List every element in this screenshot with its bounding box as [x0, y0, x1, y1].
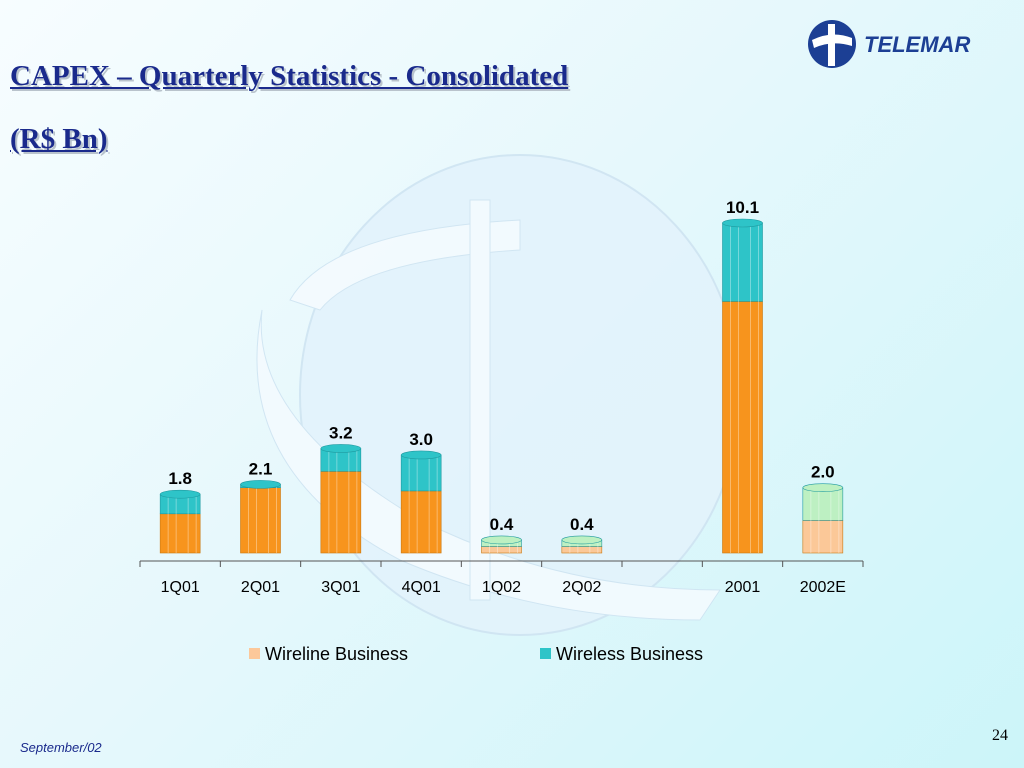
legend: Wireline Business Wireless Business: [249, 644, 703, 664]
data-label: 2.1: [249, 459, 273, 478]
x-tick-label: 2Q01: [241, 579, 280, 596]
bar-wireline: [561, 546, 603, 554]
bar-wireless: [802, 487, 844, 521]
legend-swatch-wireless: [540, 648, 551, 659]
data-label: 3.0: [409, 430, 433, 449]
bar-cap: [400, 450, 442, 460]
bar-wireless: [400, 454, 442, 492]
bar-cap: [159, 489, 201, 499]
x-tick-label: 3Q01: [321, 579, 360, 596]
bar-cap: [722, 218, 763, 228]
data-label: 10.1: [726, 198, 759, 217]
bar-wireline: [722, 301, 763, 554]
x-tick-label: 4Q01: [402, 579, 441, 596]
background-globe-watermark: [256, 154, 741, 636]
bars: [159, 218, 844, 554]
slide-subtitle-units: (R$ Bn): [10, 123, 108, 155]
data-label: 2.0: [811, 463, 835, 482]
page-number: 24: [992, 727, 1008, 744]
bar-wireline: [240, 487, 281, 554]
data-label: 0.4: [490, 515, 514, 534]
bar-cap: [320, 444, 362, 453]
data-label: 1.8: [168, 469, 192, 488]
bar-wireline: [320, 471, 362, 554]
legend-swatch-wireline: [249, 648, 260, 659]
bar-wireline: [802, 520, 844, 554]
bar-cap: [481, 535, 522, 545]
x-tick-label: 1Q01: [161, 579, 200, 596]
data-label: 3.2: [329, 423, 353, 442]
data-label: 0.4: [570, 515, 594, 534]
bar-wireline: [159, 513, 201, 554]
x-axis: 1Q01 2Q01 3Q01 4Q01 1Q02 2Q02 2001 2002E: [139, 560, 864, 596]
slide-title: CAPEX – Quarterly Statistics - Consolida…: [10, 60, 569, 92]
data-labels: 1.8 2.1 3.2 3.0 0.4 0.4 10.1 2.0: [168, 198, 834, 534]
capex-chart: 1Q01 2Q01 3Q01 4Q01 1Q02 2Q02 2001 2002E 1.8 2.1…: [139, 154, 864, 664]
legend-label-wireline: Wireline Business: [265, 644, 408, 664]
bar-cap: [240, 480, 281, 489]
legend-label-wireless: Wireless Business: [556, 644, 703, 664]
bar-wireline: [400, 490, 442, 554]
logo-wordmark: TELEMAR: [864, 32, 970, 57]
telemar-logo: TELEMAR: [808, 20, 970, 68]
x-tick-label: 2Q02: [562, 579, 601, 596]
bar-cap: [802, 483, 844, 492]
x-tick-label: 2002E: [800, 579, 846, 596]
x-tick-label: 2001: [725, 579, 761, 596]
footer-date: September/02: [20, 740, 102, 755]
bar-wireline: [481, 546, 522, 554]
bar-wireless: [722, 222, 763, 302]
bar-cap: [561, 535, 603, 545]
x-tick-label: 1Q02: [482, 579, 521, 596]
globe-logo-icon: [808, 20, 856, 68]
